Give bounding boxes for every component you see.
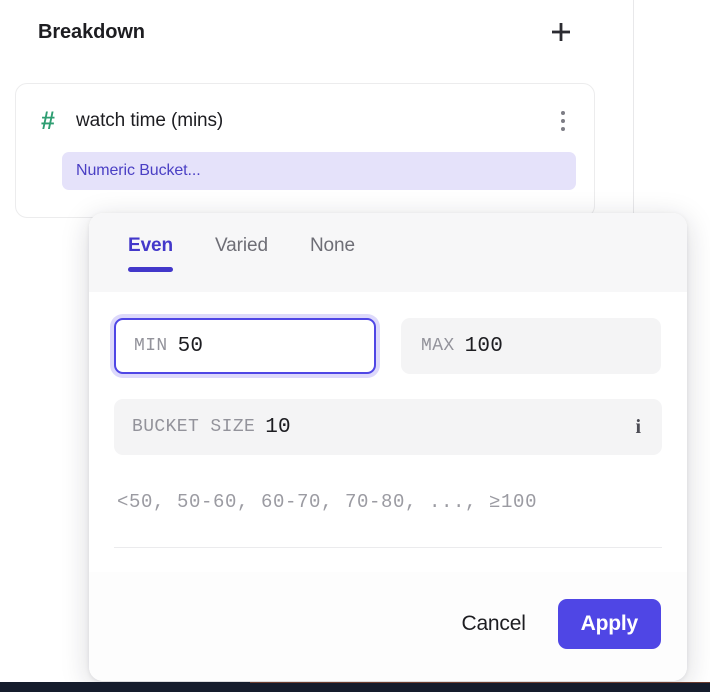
popover-separator xyxy=(114,547,662,548)
hash-icon: # xyxy=(41,106,55,135)
tab-even[interactable]: Even xyxy=(128,235,173,277)
popover-body: MIN 50 MAX 100 BUCKET SIZE 10 i <50, 50-… xyxy=(89,292,687,572)
popover-footer: Cancel Apply xyxy=(89,572,687,681)
bottom-chrome-bar xyxy=(0,682,710,692)
kebab-dot xyxy=(561,119,565,123)
kebab-menu-icon[interactable] xyxy=(550,106,576,136)
bucket-preview-text: <50, 50-60, 60-70, 70-80, ..., ≥100 xyxy=(117,491,538,513)
kebab-dot xyxy=(561,111,565,115)
kebab-dot xyxy=(561,127,565,131)
max-input[interactable]: MAX 100 xyxy=(401,318,661,374)
min-value: 50 xyxy=(177,334,204,358)
cancel-button[interactable]: Cancel xyxy=(447,602,539,646)
numeric-bucket-pill[interactable]: Numeric Bucket... xyxy=(62,152,576,190)
plus-icon xyxy=(550,21,572,43)
popover-tabs: Even Varied None xyxy=(89,213,687,292)
tab-none[interactable]: None xyxy=(310,235,355,277)
breakdown-card: # watch time (mins) Numeric Bucket... xyxy=(15,83,595,218)
bottom-chrome-accent xyxy=(250,682,710,683)
tab-varied[interactable]: Varied xyxy=(215,235,268,277)
add-breakdown-button[interactable] xyxy=(546,17,576,47)
max-value: 100 xyxy=(464,334,504,358)
min-input[interactable]: MIN 50 xyxy=(114,318,376,374)
bucket-size-input[interactable]: BUCKET SIZE 10 i xyxy=(114,399,662,455)
numeric-bucket-popover: Even Varied None MIN 50 MAX 100 BUCKET S… xyxy=(89,213,687,681)
min-label: MIN xyxy=(134,336,168,356)
breakdown-card-row: # watch time (mins) xyxy=(34,100,576,142)
page-title: Breakdown xyxy=(38,20,145,43)
bucket-size-label: BUCKET SIZE xyxy=(132,417,256,437)
min-max-row: MIN 50 MAX 100 xyxy=(114,318,662,374)
breakdown-field-name[interactable]: watch time (mins) xyxy=(76,110,224,131)
breakdown-header: Breakdown xyxy=(0,0,600,64)
bucket-size-value: 10 xyxy=(265,415,291,439)
apply-button[interactable]: Apply xyxy=(557,598,661,649)
info-icon[interactable]: i xyxy=(635,415,641,438)
max-label: MAX xyxy=(421,336,455,356)
